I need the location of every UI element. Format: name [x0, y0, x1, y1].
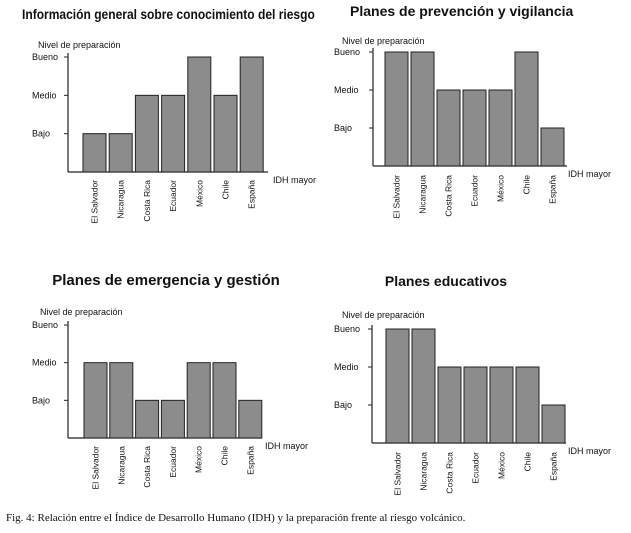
- x-tick-label: México: [497, 452, 507, 479]
- x-tick-label: Chile: [523, 452, 533, 472]
- bar: [238, 399, 263, 439]
- bar: [514, 51, 539, 167]
- x-tick-label: El Salvador: [393, 452, 403, 496]
- x-axis-label: IDH mayor: [265, 441, 308, 451]
- y-tick-label: Bajo: [32, 129, 50, 139]
- y-tick-label: Medio: [334, 362, 359, 372]
- bar: [515, 366, 540, 444]
- chart-title: Planes de emergencia y gestión: [52, 272, 280, 289]
- y-tick-label: Bajo: [334, 400, 352, 410]
- x-tick-label: Chile: [522, 175, 532, 195]
- y-axis-label: Nivel de preparación: [40, 307, 123, 317]
- y-tick-label: Medio: [32, 358, 57, 368]
- y-tick-label: Bajo: [334, 123, 352, 133]
- x-tick-label: Ecuador: [470, 175, 480, 207]
- x-axis-label: IDH mayor: [568, 446, 611, 456]
- y-axis-label: Nivel de preparación: [38, 40, 121, 50]
- y-tick-label: Bueno: [334, 47, 360, 57]
- bar: [540, 127, 565, 167]
- x-tick-label: España: [549, 452, 559, 481]
- chart-title: Información general sobre conocimiento d…: [22, 6, 315, 22]
- bar: [135, 399, 160, 439]
- bar: [463, 366, 488, 444]
- x-tick-label: Ecuador: [168, 446, 178, 478]
- bar: [134, 94, 159, 173]
- bar: [489, 366, 514, 444]
- y-tick-label: Bajo: [32, 395, 50, 405]
- x-tick-label: Costa Rica: [142, 180, 152, 222]
- y-tick-label: Medio: [334, 85, 359, 95]
- bar: [436, 89, 461, 167]
- x-tick-label: Ecuador: [471, 452, 481, 484]
- bar: [411, 328, 436, 444]
- x-tick-label: Costa Rica: [445, 452, 455, 494]
- x-tick-label: México: [496, 175, 506, 202]
- chart-panel-4: Planes educativos Nivel de preparación Baj…: [334, 273, 611, 495]
- x-tick-label: Costa Rica: [142, 446, 152, 488]
- x-tick-label: El Salvador: [392, 175, 402, 219]
- x-tick-label: El Salvador: [90, 180, 100, 224]
- chart-title: Planes educativos: [385, 273, 507, 289]
- bar: [541, 404, 566, 444]
- x-tick-label: Ecuador: [168, 180, 178, 212]
- bar: [213, 94, 238, 173]
- bar: [212, 362, 237, 439]
- y-tick-label: Bueno: [32, 52, 58, 62]
- bar: [160, 399, 185, 439]
- bar: [83, 362, 108, 439]
- bar: [239, 56, 264, 173]
- x-tick-label: Nicaragua: [116, 446, 126, 485]
- bar: [437, 366, 462, 444]
- y-axis-label: Nivel de preparación: [342, 36, 425, 46]
- figure-caption: Fig. 4: Relación entre el Índice de Desa…: [6, 512, 466, 524]
- bar: [186, 362, 211, 439]
- x-tick-label: Chile: [221, 180, 231, 200]
- bar: [384, 51, 409, 167]
- chart-panel-2: Planes de prevención y vigilancia Nivel d…: [334, 3, 611, 218]
- chart-panel-3: Planes de emergencia y gestión Nivel de p…: [32, 272, 308, 489]
- bar: [488, 89, 513, 167]
- y-tick-label: Medio: [32, 90, 57, 100]
- bar: [109, 362, 134, 439]
- chart-title: Planes de prevención y vigilancia: [350, 3, 574, 19]
- y-tick-label: Bueno: [334, 324, 360, 334]
- y-tick-label: Bueno: [32, 320, 58, 330]
- x-axis-label: IDH mayor: [273, 175, 316, 185]
- x-tick-label: España: [548, 175, 558, 204]
- x-tick-label: Costa Rica: [444, 175, 454, 217]
- x-tick-label: Nicaragua: [116, 180, 126, 219]
- x-tick-label: México: [194, 446, 204, 473]
- bar: [108, 133, 133, 173]
- x-tick-label: Nicaragua: [419, 452, 429, 491]
- bar: [462, 89, 487, 167]
- x-axis-label: IDH mayor: [568, 169, 611, 179]
- bar: [82, 133, 107, 173]
- x-tick-label: España: [245, 446, 255, 475]
- bar: [410, 51, 435, 167]
- x-tick-label: México: [194, 180, 204, 207]
- bar: [385, 328, 410, 444]
- x-tick-label: España: [247, 180, 257, 209]
- x-tick-label: Chile: [220, 446, 230, 466]
- bar: [161, 94, 186, 173]
- y-axis-label: Nivel de preparación: [342, 310, 425, 320]
- chart-panel-1: Información general sobre conocimiento d…: [22, 6, 316, 223]
- x-tick-label: El Salvador: [91, 446, 101, 490]
- bar: [187, 56, 212, 173]
- x-tick-label: Nicaragua: [418, 175, 428, 214]
